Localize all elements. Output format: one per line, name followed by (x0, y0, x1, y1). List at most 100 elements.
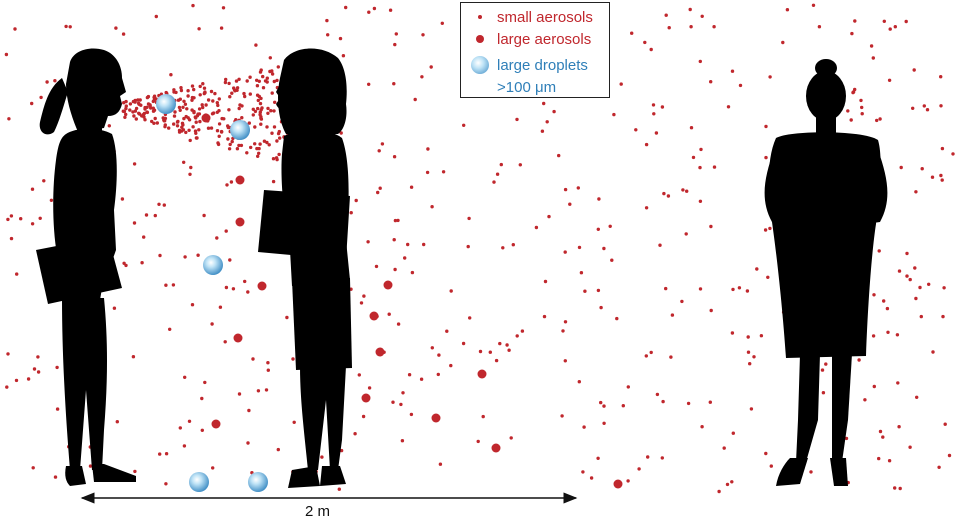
small-aerosol (596, 456, 600, 460)
small-aerosol (895, 333, 900, 337)
small-aerosol (871, 56, 875, 60)
small-aerosol (49, 198, 54, 202)
small-aerosol (259, 96, 263, 101)
small-aerosol (670, 313, 675, 317)
small-aerosol (691, 155, 696, 160)
distance-label: 2 m (305, 503, 331, 520)
small-aerosol (172, 122, 176, 126)
small-aerosol (731, 287, 735, 292)
small-aerosol (124, 112, 128, 117)
small-aerosol (276, 447, 280, 452)
small-aerosol (19, 217, 23, 221)
small-aerosol (187, 128, 191, 132)
small-aerosol (42, 179, 46, 183)
small-aerosol (896, 381, 900, 385)
small-aerosol (908, 445, 912, 449)
small-aerosol (731, 431, 735, 435)
small-aerosol (277, 152, 281, 157)
small-aerosol (430, 346, 434, 350)
small-aerosol (925, 108, 930, 112)
large-aerosol (431, 413, 441, 423)
small-aerosol (193, 129, 198, 133)
small-aerosol (372, 6, 377, 11)
small-aerosol (579, 271, 584, 275)
legend-row-small-aerosols: small aerosols (469, 7, 593, 27)
small-aerosol (112, 306, 117, 310)
small-aerosol (660, 105, 665, 109)
small-aerosol (897, 425, 901, 429)
small-aerosol (256, 154, 260, 158)
legend-label-large-aerosols: large aerosols (497, 30, 592, 48)
small-aerosol (175, 120, 180, 124)
small-aerosol (217, 134, 221, 138)
small-aerosol (162, 203, 166, 207)
small-aerosol (511, 243, 515, 247)
small-aerosol (181, 105, 185, 110)
small-aerosol (380, 142, 385, 146)
small-aerosol (227, 147, 232, 151)
large-aerosol (235, 175, 245, 185)
small-aerosol (179, 88, 184, 93)
small-aerosol (325, 18, 329, 23)
small-aerosol (153, 213, 157, 218)
small-aerosol (931, 350, 935, 354)
small-aerosol (186, 94, 190, 98)
small-aerosol (155, 121, 159, 125)
small-aerosol (162, 119, 166, 123)
small-aerosol (285, 315, 289, 320)
small-aerosol (191, 125, 195, 129)
small-aerosol (259, 68, 263, 72)
small-aerosol (462, 123, 466, 128)
small-aerosol (124, 104, 128, 108)
small-aerosol (887, 459, 892, 463)
small-aerosol (596, 288, 601, 293)
small-aerosol (224, 285, 229, 290)
small-aerosol (494, 358, 499, 363)
small-aerosol (237, 143, 241, 148)
small-aerosol (192, 87, 196, 92)
small-aerosol (190, 84, 195, 88)
small-aerosol (608, 224, 612, 228)
small-aerosol (255, 84, 260, 88)
small-aerosol (563, 187, 568, 192)
small-aerosol (259, 122, 263, 126)
small-aerosol (326, 33, 330, 37)
small-aerosol (228, 258, 232, 262)
small-aerosol (626, 385, 630, 389)
small-aerosol (811, 3, 816, 7)
small-aerosol (154, 14, 158, 19)
small-aerosol (685, 189, 689, 193)
small-aerosol (915, 395, 919, 399)
small-aerosol (124, 106, 128, 111)
small-aerosol (699, 147, 703, 152)
small-aerosol (243, 279, 247, 284)
small-aerosol (128, 102, 133, 106)
small-aerosol (421, 33, 425, 37)
small-aerosol (222, 117, 226, 121)
middle-person-silhouette (258, 48, 352, 488)
small-aerosol (234, 79, 239, 83)
small-aerosol (203, 380, 207, 385)
small-aerosol (769, 464, 773, 468)
small-aerosol (53, 475, 58, 479)
small-aerosol (597, 197, 601, 201)
small-aerosol (649, 350, 653, 355)
small-aerosol (124, 263, 128, 268)
small-aerosol (359, 301, 364, 305)
small-aerosol (271, 179, 276, 184)
small-aerosol (681, 188, 685, 192)
small-aerosol (192, 96, 196, 100)
small-aerosol (251, 357, 255, 361)
small-aerosol (134, 117, 138, 121)
small-aerosol (419, 377, 424, 381)
small-aerosol (215, 110, 219, 115)
small-aerosol (7, 117, 11, 121)
small-aerosol (195, 136, 199, 140)
small-aerosol (247, 408, 251, 413)
small-aerosol (258, 142, 262, 146)
small-aerosol (877, 249, 881, 253)
small-aerosol (563, 320, 568, 324)
small-aerosol (940, 178, 944, 182)
small-aerosol (905, 274, 909, 278)
small-aerosol (366, 240, 370, 244)
